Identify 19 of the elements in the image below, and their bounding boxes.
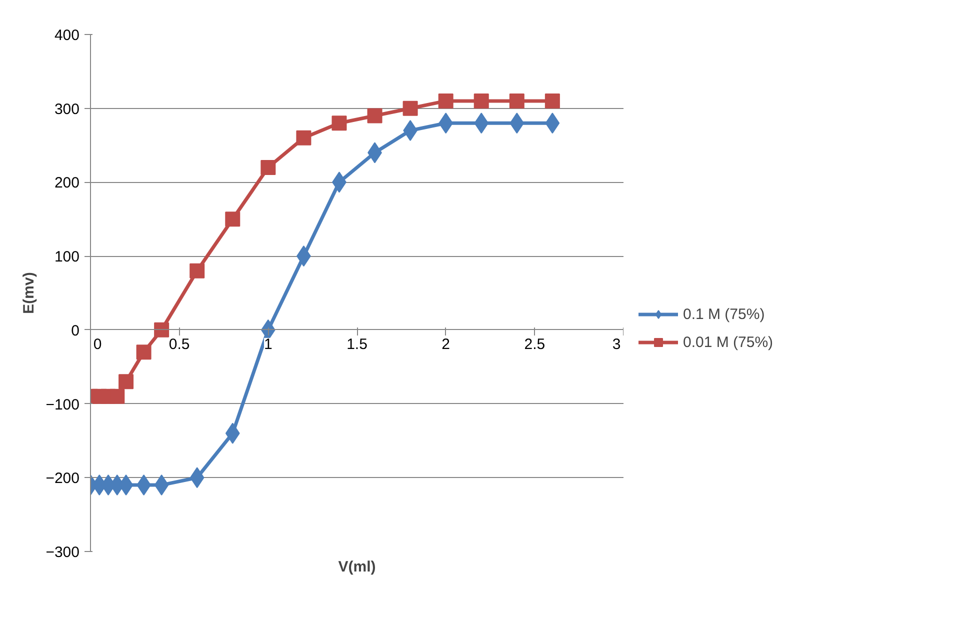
x-tick-label: 0.5: [168, 336, 190, 353]
y-axis-title: E(mv): [20, 272, 38, 314]
y-tick-label: 300: [54, 100, 80, 118]
x-tick-label: 1: [264, 336, 272, 353]
legend-label: 0.1 M (75%): [683, 306, 765, 322]
x-axis-title: V(ml): [338, 558, 376, 576]
y-tick-label: 200: [54, 174, 80, 192]
x-tick-label: 2.5: [524, 336, 546, 353]
x-tick-label: 3: [612, 336, 621, 353]
y-tick-label: −300: [46, 544, 80, 561]
x-tick-label: 2: [442, 336, 450, 353]
y-tick-label: 0: [71, 322, 80, 340]
x-tick-label: 1.5: [346, 336, 368, 353]
y-tick-label: 100: [54, 248, 80, 266]
legend-label: 0.01 M (75%): [683, 334, 774, 350]
y-tick-label: −200: [46, 470, 80, 488]
y-tick-label: −100: [46, 396, 80, 414]
x-tick-label: 0: [93, 336, 102, 353]
y-tick-label: 400: [54, 27, 80, 44]
